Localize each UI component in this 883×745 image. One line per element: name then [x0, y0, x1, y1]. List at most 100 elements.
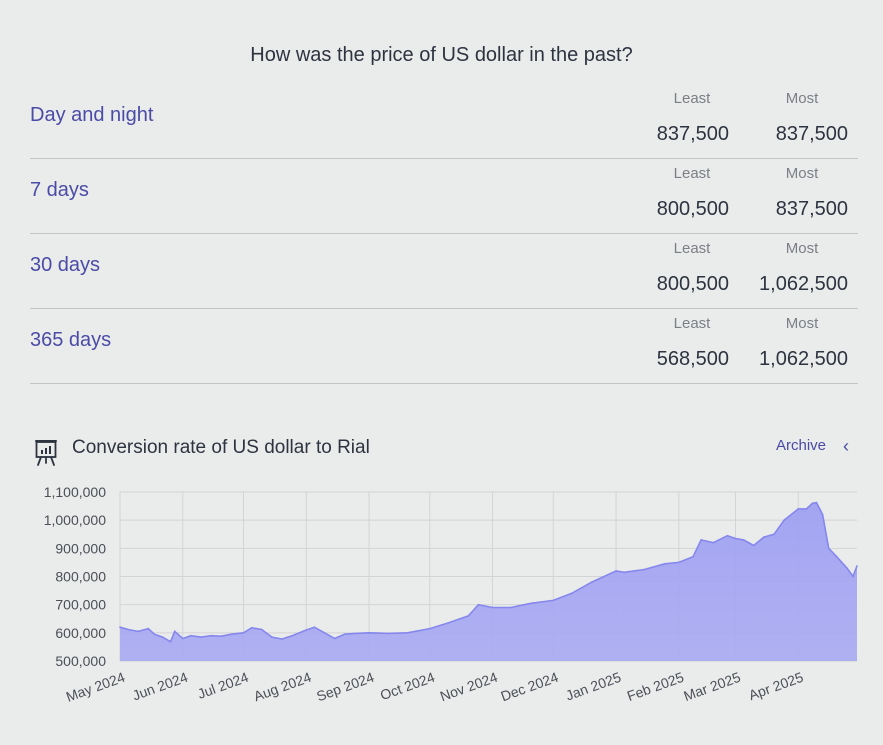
data-point — [271, 636, 273, 638]
data-point — [700, 539, 702, 541]
data-point — [510, 606, 512, 609]
least-value: 837,500 — [656, 123, 729, 145]
series-line — [119, 501, 858, 643]
data-point — [623, 571, 625, 574]
least-value: 568,500 — [656, 348, 729, 370]
most-header: Most — [785, 240, 819, 257]
range-label[interactable]: 365 days — [30, 329, 112, 351]
range-row-365-days[interactable]: 365 days Least Most 568,500 1,062,500 — [30, 309, 858, 384]
data-point — [477, 603, 480, 606]
data-point — [552, 599, 555, 602]
most-header: Most — [785, 315, 819, 332]
y-tick-label: 1,100,000 — [44, 484, 106, 500]
x-tick-label: Feb 2025 — [625, 669, 686, 704]
data-point — [182, 637, 184, 640]
data-point — [291, 634, 293, 637]
data-point — [386, 632, 389, 635]
data-point — [856, 565, 858, 567]
data-point — [846, 567, 848, 569]
data-point — [429, 627, 431, 630]
x-tick-label: Jul 2024 — [195, 669, 250, 702]
data-point — [530, 602, 532, 605]
range-row-30-days[interactable]: 30 days Least Most 800,500 1,062,500 — [30, 234, 858, 309]
data-point — [200, 636, 202, 638]
range-label[interactable]: 30 days — [30, 254, 101, 276]
data-point — [137, 630, 139, 633]
data-point — [467, 615, 470, 617]
data-point — [692, 556, 694, 558]
most-header: Most — [785, 90, 819, 107]
data-point — [836, 556, 838, 558]
x-tick-label: Dec 2024 — [499, 669, 561, 705]
range-row-day[interactable]: Day and night Least Most 837,500 837,500 — [30, 84, 858, 159]
most-value: 837,500 — [775, 198, 848, 220]
data-point — [811, 502, 814, 505]
data-point — [734, 537, 737, 540]
data-point — [250, 627, 253, 629]
x-tick-label: Jan 2025 — [563, 669, 623, 704]
data-point — [242, 632, 245, 634]
data-point — [805, 508, 808, 510]
data-point — [260, 628, 263, 631]
x-tick-label: Apr 2025 — [746, 669, 805, 704]
chart-title: Conversion rate of US dollar to Rial — [72, 437, 370, 458]
x-tick-label: Jun 2024 — [130, 669, 190, 704]
x-tick-label: Nov 2024 — [438, 669, 500, 705]
data-point — [678, 561, 680, 564]
most-value: 1,062,500 — [759, 273, 848, 295]
data-point — [821, 513, 824, 516]
data-point — [354, 632, 356, 635]
most-value: 1,062,500 — [759, 348, 848, 370]
data-point — [726, 534, 729, 537]
price-range-table: Day and night Least Most 837,500 837,500… — [30, 84, 858, 384]
least-header: Least — [673, 165, 711, 182]
data-point — [333, 637, 336, 640]
data-point — [210, 634, 212, 637]
data-point — [173, 630, 176, 633]
x-tick-label: May 2024 — [64, 669, 127, 705]
rate-chart: 500,000 600,000 700,000 800,000 900,000 1,000… — [44, 484, 858, 705]
range-label[interactable]: 7 days — [30, 179, 89, 201]
x-tick-label: Aug 2024 — [251, 669, 313, 705]
data-point — [281, 638, 283, 640]
y-tick-label: 800,000 — [55, 569, 106, 585]
data-point — [712, 541, 714, 544]
x-tick-label: Sep 2024 — [314, 669, 376, 705]
least-value: 800,500 — [656, 198, 729, 220]
data-point — [406, 632, 409, 634]
y-tick-label: 500,000 — [55, 653, 106, 669]
chevron-left-icon[interactable]: ‹ — [843, 436, 849, 456]
data-point — [783, 519, 785, 521]
least-value: 800,500 — [656, 273, 729, 295]
range-label[interactable]: Day and night — [30, 104, 154, 126]
data-point — [153, 633, 156, 635]
series-area — [120, 502, 857, 661]
data-point — [119, 626, 121, 628]
chart-area — [119, 501, 858, 661]
data-point — [323, 632, 326, 634]
most-value: 837,500 — [775, 123, 848, 145]
data-point — [663, 563, 666, 565]
y-tick-label: 900,000 — [55, 540, 106, 556]
data-point — [742, 539, 745, 541]
data-point — [615, 570, 617, 572]
data-point — [220, 635, 222, 637]
data-point — [815, 501, 818, 504]
data-point — [763, 536, 765, 538]
y-tick-label: 1,000,000 — [44, 512, 106, 528]
data-point — [147, 627, 150, 630]
x-axis-ticks: May 2024 Jun 2024 Jul 2024 Aug 2024 Sep 2024… — [64, 669, 806, 705]
page-title: How was the price of US dollar in the pa… — [250, 44, 633, 66]
data-point — [773, 533, 775, 536]
data-point — [643, 568, 646, 571]
data-point — [190, 634, 192, 637]
data-point — [797, 508, 800, 510]
least-header: Least — [673, 90, 711, 107]
range-row-7-days[interactable]: 7 days Least Most 800,500 837,500 — [30, 159, 858, 234]
data-point — [368, 632, 370, 634]
most-header: Most — [785, 165, 819, 182]
data-point — [852, 575, 854, 578]
y-axis-ticks: 500,000 600,000 700,000 800,000 900,000 1,000… — [44, 484, 107, 669]
archive-link[interactable]: Archive — [776, 437, 827, 454]
data-point — [491, 606, 494, 609]
